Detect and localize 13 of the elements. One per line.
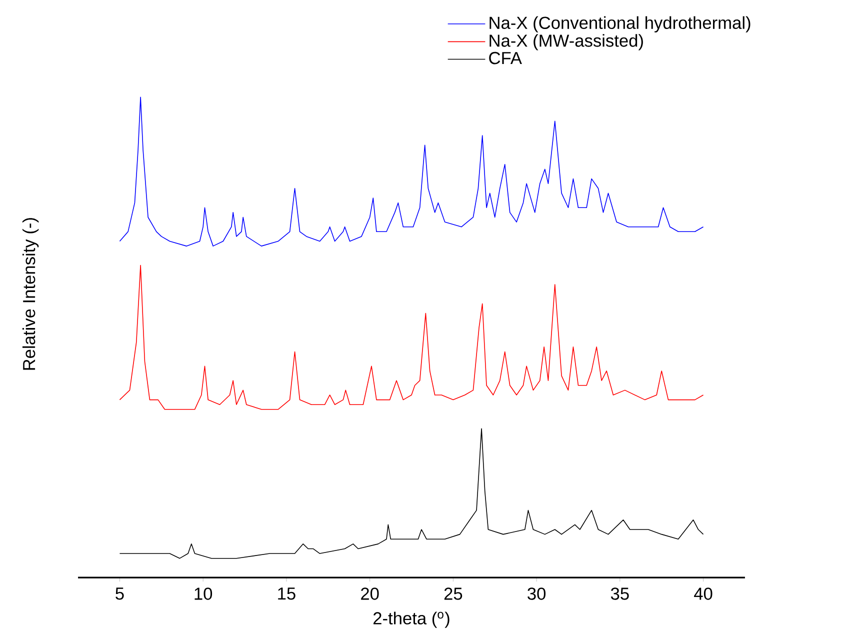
x-tick-label: 35 [610, 588, 629, 600]
x-axis-title: 2-theta ($^{o}$) [373, 612, 450, 628]
legend-label: Na-X (Conventional hydrothermal) [490, 16, 750, 33]
y-axis-title: Relative Intensity (-) [22, 218, 39, 370]
x-tick-label: 30 [528, 588, 546, 600]
legend-label: CFA [489, 52, 522, 64]
x-tick-label: 20 [361, 588, 379, 600]
legend-label: Na-X (MW-assisted) [490, 34, 643, 50]
x-tick-label: 10 [194, 588, 212, 600]
x-tick-label: 5 [116, 588, 124, 600]
x-tick-label: 15 [278, 588, 296, 600]
x-tick-label: 25 [444, 588, 462, 600]
x-tick-label: 40 [694, 588, 712, 600]
